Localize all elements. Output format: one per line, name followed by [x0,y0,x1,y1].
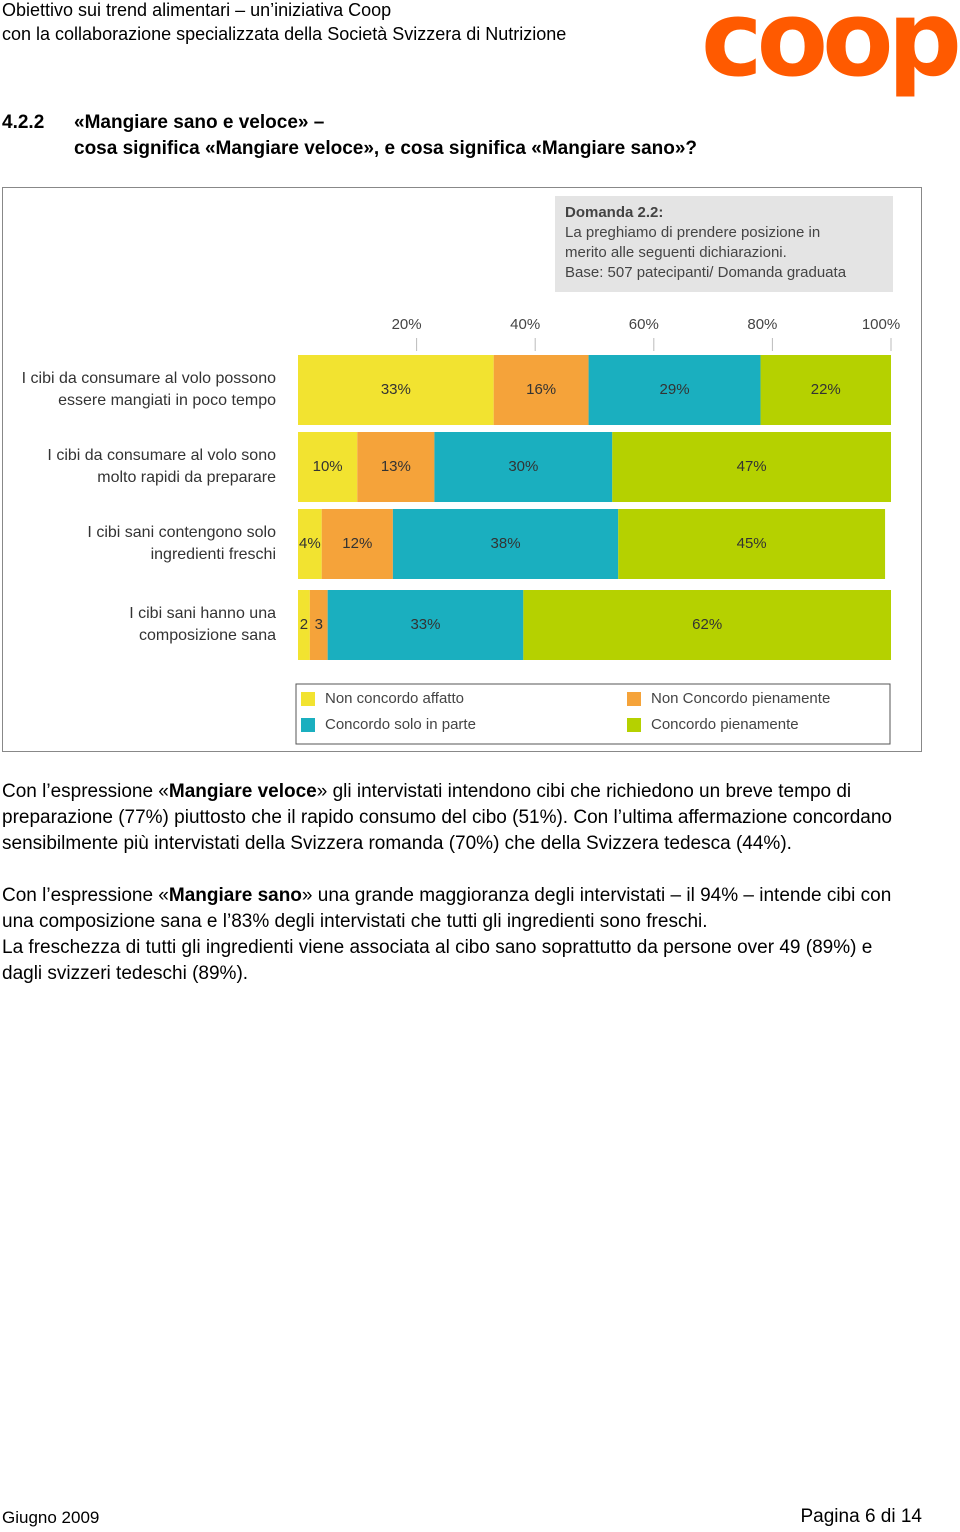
chart: Domanda 2.2: La preghiamo di prendere pos… [295,196,900,745]
legend-label: Concordo pienamente [651,716,799,733]
value-label: 2 [300,616,308,633]
value-label: 10% [313,458,343,475]
bar-segment [321,509,393,579]
footer-date: Giugno 2009 [2,1508,100,1527]
category-label: I cibi sani contengono solo ingredienti … [87,524,276,563]
value-label: 16% [526,381,556,398]
value-label: 33% [381,381,411,398]
header-line: con la collaborazione specializzata dell… [2,24,567,44]
value-label: 13% [381,458,411,475]
value-label: 47% [737,458,767,475]
bar-segment [760,355,891,425]
note-text: Base: 507 patecipanti/ Domanda graduata [565,264,847,281]
bar-segment [309,590,328,660]
value-label: 30% [508,458,538,475]
legend-label: Non Concordo pienamente [651,690,830,707]
x-tick-label: 80% [747,316,777,333]
section-title: «Mangiare sano e veloce» – [74,112,325,133]
bar-segment [327,590,524,660]
text-run: Con l’espressione « [2,781,169,802]
x-tick-label: 60% [629,316,659,333]
value-label: 22% [811,381,841,398]
header-line: Obiettivo sui trend alimentari – un’iniz… [2,0,392,20]
category-label: I cibi da consumare al volo sono molto r… [47,447,276,486]
category-label: I cibi sani hanno una composizione sana [129,605,276,644]
bar-segment [618,509,886,579]
bar-segment [523,590,891,660]
value-label: 45% [737,535,767,552]
category-label: I cibi da consumare al volo possono esse… [21,370,276,409]
text-run: » una grande maggioranza degli intervist… [2,885,892,932]
x-tick-label: 40% [510,316,540,333]
value-label: 4% [299,535,321,552]
legend-label: Concordo solo in parte [325,716,476,733]
value-label: 38% [491,535,521,552]
bar-segment [298,590,310,660]
section-title: cosa significa «Mangiare veloce», e cosa… [74,138,698,159]
note-text: merito alle seguenti dichiarazioni. [565,244,787,261]
paragraph: La freschezza di tutti gli ingredienti v… [2,935,912,987]
x-tick-label: 100% [862,316,900,333]
text-run: La freschezza di tutti gli ingredienti v… [2,937,873,984]
value-label: 3 [315,616,323,633]
note-text: Domanda 2.2: [565,204,663,221]
chart-frame: Domanda 2.2: La preghiamo di prendere pos… [2,187,922,752]
value-label: 12% [342,535,372,552]
footer-page: Pagina 6 di 14 [800,1506,923,1527]
paragraph: Con l’espressione «Mangiare veloce» gli … [2,779,912,857]
x-tick-label: 20% [392,316,422,333]
legend-swatch [301,718,315,732]
value-label: 29% [660,381,690,398]
bar-segment [298,355,494,425]
bar-segment [612,432,891,502]
bold-text: Mangiare veloce [168,781,317,802]
legend-swatch [627,718,641,732]
legend-swatch [301,692,315,706]
logo: coop [701,0,960,100]
value-label: 62% [692,616,722,633]
bold-text: Mangiare sano [168,885,302,906]
paragraph: Con l’espressione «Mangiare sano» una gr… [2,883,912,935]
bar-segment [434,432,613,502]
bar-segment [493,355,589,425]
bar-segment [392,509,619,579]
text-run: » gli intervistati intendono cibi che ri… [2,781,892,854]
bar-segment [298,432,358,502]
body-text: Con l’espressione «Mangiare veloce» gli … [2,779,912,987]
value-label: 33% [410,616,440,633]
text-run: Con l’espressione « [2,885,169,906]
bar-segment [298,509,322,579]
legend-swatch [627,692,641,706]
note-box [555,196,893,292]
legend-box [295,683,891,745]
bar-segment [588,355,761,425]
section-number: 4.2.2 [2,112,45,133]
legend-label: Non concordo affatto [325,690,464,707]
bar-segment [357,432,435,502]
note-text: La preghiamo di prendere posizione in [565,224,820,241]
